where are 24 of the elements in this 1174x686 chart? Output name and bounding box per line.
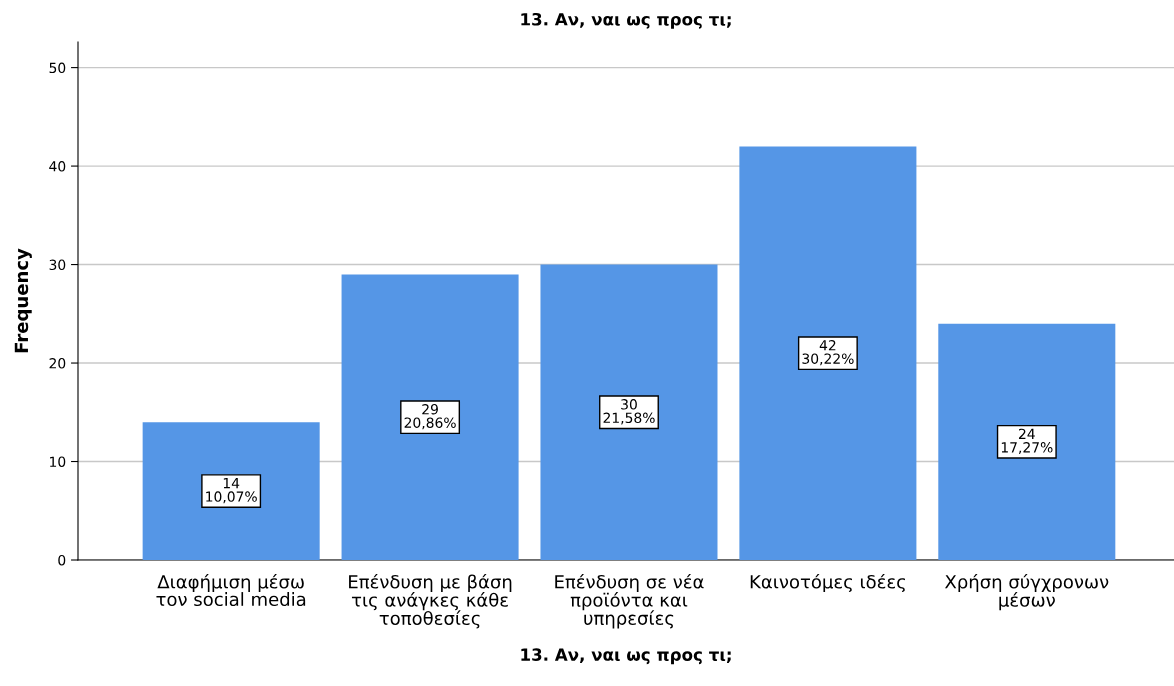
chart-title: 13. Αν, ναι ως προς τι; xyxy=(521,12,731,29)
data-label: 30 21,58% xyxy=(603,399,655,425)
bar xyxy=(540,264,718,560)
x-tick-label: Καινοτόμες ιδέες xyxy=(750,573,905,593)
x-tick-label: Διαφήμιση μέσω τον social media xyxy=(156,573,306,607)
x-axis-title: 13. Αν, ναι ως προς τι; xyxy=(521,648,731,665)
y-tick-label: 20 xyxy=(49,358,66,369)
y-tick-label: 50 xyxy=(49,62,66,74)
bar xyxy=(938,323,1116,560)
y-tick-label: 0 xyxy=(58,554,66,566)
data-label: 42 30,22% xyxy=(802,340,854,366)
bar xyxy=(341,274,519,560)
x-tick-label: Επένδυση σε νέα προϊόντα και υπηρεσίες xyxy=(555,573,704,629)
y-tick-label: 40 xyxy=(49,161,66,172)
bar xyxy=(142,422,320,560)
x-tick-label: Χρήση σύγχρονων μέσων xyxy=(944,573,1109,611)
bar xyxy=(739,146,917,560)
data-label: 29 20,86% xyxy=(404,404,456,430)
y-tick-label: 30 xyxy=(49,259,66,271)
data-label: 14 10,07% xyxy=(206,478,257,504)
y-tick-label: 10 xyxy=(50,456,66,467)
data-label: 24 17,27% xyxy=(1001,428,1053,454)
y-axis-title: Frequency xyxy=(14,248,32,353)
x-tick-label: Επένδυση με βάση τις ανάγκες κάθε τοποθεσίες xyxy=(349,573,512,629)
